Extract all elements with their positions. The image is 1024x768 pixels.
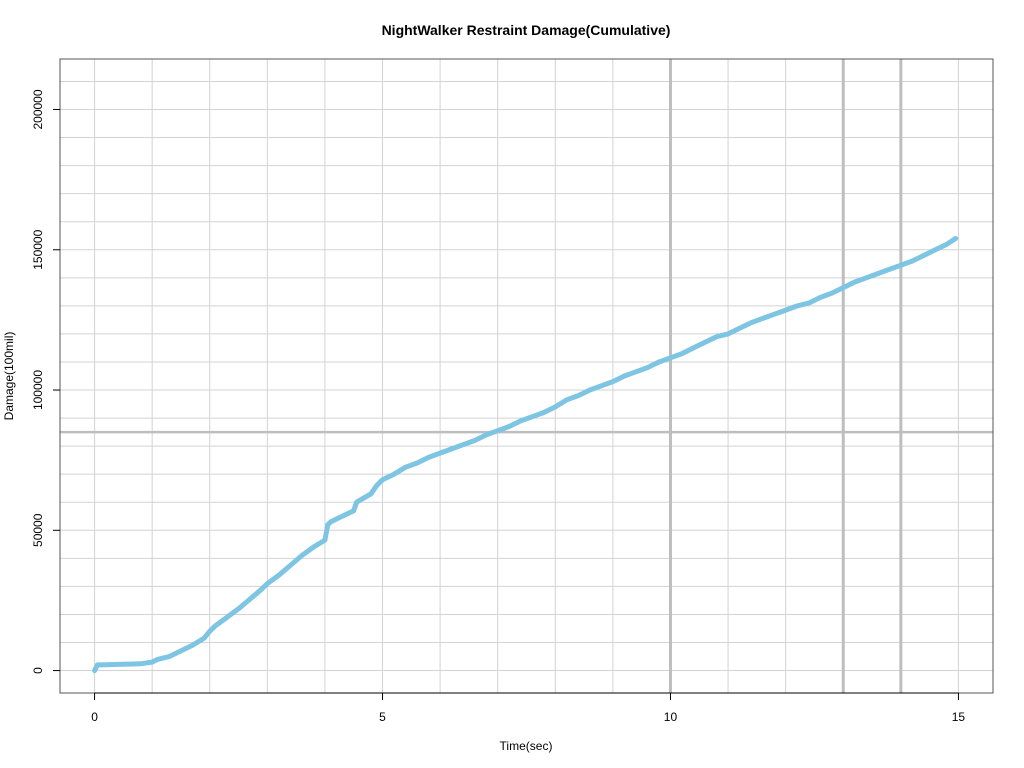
y-tick-label: 100000 xyxy=(31,370,45,410)
series-layer xyxy=(92,236,959,674)
y-tick-label: 0 xyxy=(31,667,45,674)
x-tick-label: 5 xyxy=(379,710,386,724)
plot-frame xyxy=(59,58,994,694)
emphasis-lines xyxy=(60,59,993,693)
y-tick-label: 50000 xyxy=(31,513,45,547)
x-tick-label: 15 xyxy=(952,710,966,724)
x-tick-label: 10 xyxy=(664,710,678,724)
grid xyxy=(60,59,993,693)
y-tick-label: 200000 xyxy=(31,89,45,129)
x-axis: 0 5 10 15 xyxy=(91,692,966,724)
chart-title: NightWalker Restraint Damage(Cumulative) xyxy=(382,22,671,38)
y-tick-label: 150000 xyxy=(31,229,45,269)
series-line xyxy=(92,236,959,674)
x-tick-label: 0 xyxy=(91,710,98,724)
y-axis: 0 50000 100000 150000 200000 xyxy=(31,89,60,674)
y-axis-label: Damage(100mil) xyxy=(2,332,16,421)
x-axis-label: Time(sec) xyxy=(500,739,553,753)
